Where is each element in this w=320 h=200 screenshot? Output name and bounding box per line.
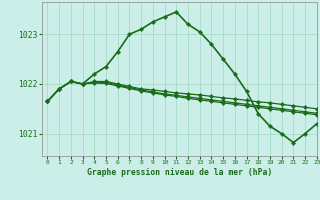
X-axis label: Graphe pression niveau de la mer (hPa): Graphe pression niveau de la mer (hPa) (87, 168, 272, 177)
